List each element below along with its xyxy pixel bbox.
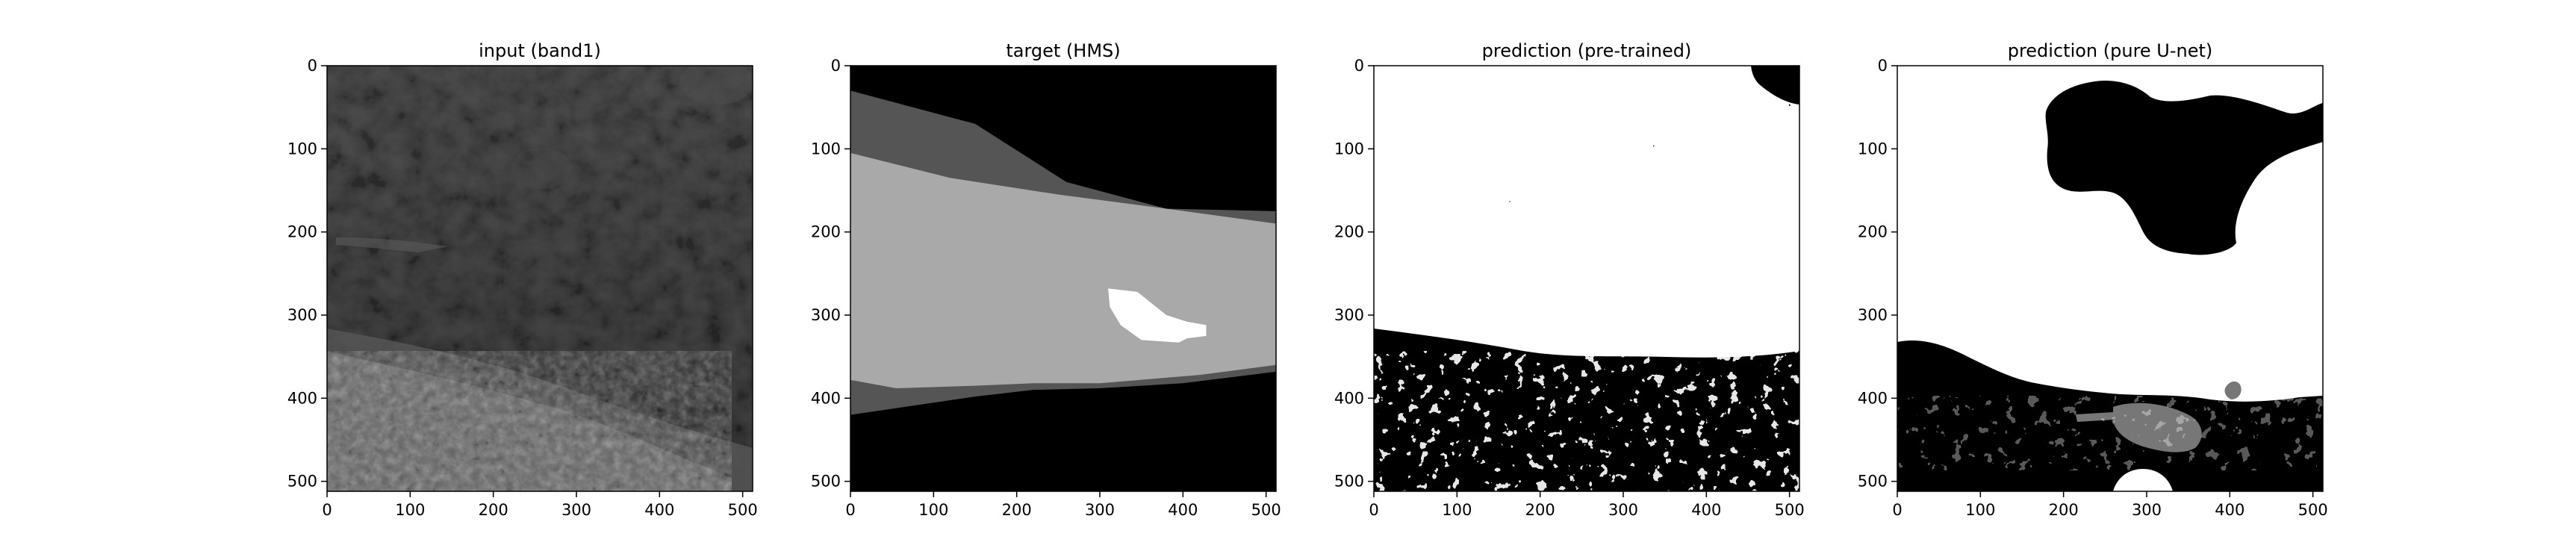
y-tick-label: 300 (287, 306, 317, 324)
y-tick-label: 100 (1334, 140, 1364, 158)
panel-target: target (HMS) 0 100 200 300 400 500 0 100 200 300… (811, 40, 1281, 519)
y-tick-label: 400 (287, 389, 317, 407)
y-axis-input: 0 100 200 300 400 500 (287, 57, 327, 491)
x-tick-label: 500 (728, 501, 758, 519)
x-tick-label: 200 (1525, 501, 1555, 519)
panel-title-unet: prediction (pure U-net) (2008, 40, 2213, 61)
x-tick-label: 100 (918, 501, 948, 519)
y-tick-label: 400 (1858, 389, 1888, 407)
x-tick-label: 0 (322, 501, 332, 519)
y-tick-label: 500 (1334, 473, 1364, 491)
x-tick-label: 300 (561, 501, 591, 519)
x-tick-label: 400 (2215, 501, 2244, 519)
x-tick-label: 100 (395, 501, 425, 519)
mask-region (1108, 288, 1207, 343)
y-tick-label: 0 (1354, 57, 1364, 75)
panel-unet: prediction (pure U-net) 0 100 200 300 400 500… (1858, 40, 2328, 519)
y-tick-label: 200 (1334, 223, 1364, 241)
y-tick-label: 300 (811, 306, 841, 324)
y-axis-target: 0 100 200 300 400 500 (811, 57, 850, 491)
x-tick-label: 300 (1608, 501, 1638, 519)
x-tick-label: 500 (2298, 501, 2328, 519)
y-tick-label: 100 (1858, 140, 1888, 158)
x-tick-label: 500 (1251, 501, 1281, 519)
y-tick-label: 500 (811, 473, 841, 491)
x-axis-pretrained: 0 100 200 300 400 500 (1369, 491, 1805, 519)
y-tick-label: 400 (811, 389, 841, 407)
y-tick-label: 500 (1858, 473, 1888, 491)
x-tick-label: 300 (2132, 501, 2162, 519)
panel-input: input (band1) 0 100 200 300 400 500 0 100 200 30… (287, 40, 758, 519)
panel-pretrained: prediction (pre-trained) 0 100 200 300 400 50… (1334, 40, 1805, 519)
y-tick-label: 0 (1878, 57, 1888, 75)
panel-title-input: input (band1) (479, 40, 601, 61)
y-tick-label: 200 (1858, 223, 1888, 241)
image-unet (1897, 66, 2323, 491)
x-tick-label: 200 (2049, 501, 2079, 519)
y-tick-label: 100 (287, 140, 317, 158)
y-tick-label: 100 (811, 140, 841, 158)
x-tick-label: 0 (1369, 501, 1378, 519)
y-tick-label: 200 (811, 223, 841, 241)
y-tick-label: 0 (831, 57, 841, 75)
x-tick-label: 400 (1168, 501, 1198, 519)
y-tick-label: 300 (1858, 306, 1888, 324)
x-tick-label: 200 (1002, 501, 1032, 519)
y-tick-label: 500 (287, 473, 317, 491)
y-tick-label: 300 (1334, 306, 1364, 324)
x-tick-label: 300 (1085, 501, 1115, 519)
y-tick-label: 200 (287, 223, 317, 241)
panel-title-target: target (HMS) (1006, 40, 1120, 61)
panel-title-pretrained: prediction (pre-trained) (1482, 40, 1692, 61)
x-axis-target: 0 100 200 300 400 500 (845, 491, 1281, 519)
y-axis-pretrained: 0 100 200 300 400 500 (1334, 57, 1374, 491)
x-axis-input: 0 100 200 300 400 500 (322, 491, 758, 519)
x-tick-label: 200 (479, 501, 508, 519)
x-axis-unet: 0 100 200 300 400 500 (1892, 491, 2328, 519)
x-tick-label: 100 (1965, 501, 1995, 519)
x-tick-label: 400 (644, 501, 674, 519)
y-axis-unet: 0 100 200 300 400 500 (1858, 57, 1897, 491)
x-tick-label: 100 (1442, 501, 1472, 519)
image-target (850, 66, 1276, 491)
x-tick-label: 400 (1691, 501, 1721, 519)
x-tick-label: 0 (845, 501, 855, 519)
y-tick-label: 0 (308, 57, 317, 75)
y-tick-label: 400 (1334, 389, 1364, 407)
x-tick-label: 0 (1892, 501, 1902, 519)
x-tick-label: 500 (1775, 501, 1805, 519)
image-pretrained (1374, 66, 1799, 491)
image-input (327, 66, 753, 491)
